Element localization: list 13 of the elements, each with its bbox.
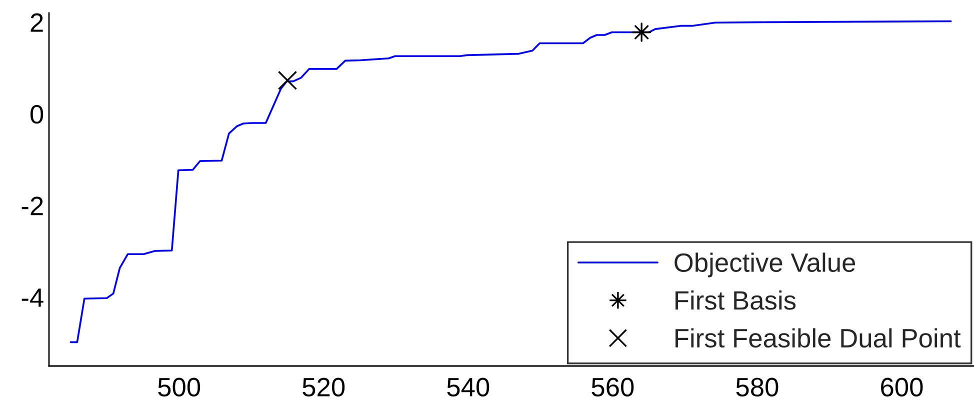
x-tick-label: 540 <box>447 378 490 396</box>
y-tick-label: 0 <box>30 104 44 124</box>
y-tick-label: -4 <box>22 288 44 307</box>
legend-label: Objective Value <box>674 252 856 278</box>
y-tick-label: 2 <box>30 13 43 32</box>
x-tick-label: 560 <box>592 378 634 396</box>
x-tick-label: 580 <box>736 378 778 396</box>
x-tick-label: 500 <box>158 378 200 396</box>
x-tick-label: 520 <box>302 378 345 396</box>
legend-label: First Basis <box>676 290 796 310</box>
y-tick-label: -2 <box>22 196 43 216</box>
legend-label: First Feasible Dual Point <box>676 328 961 348</box>
x-tick-label: 600 <box>881 378 923 396</box>
